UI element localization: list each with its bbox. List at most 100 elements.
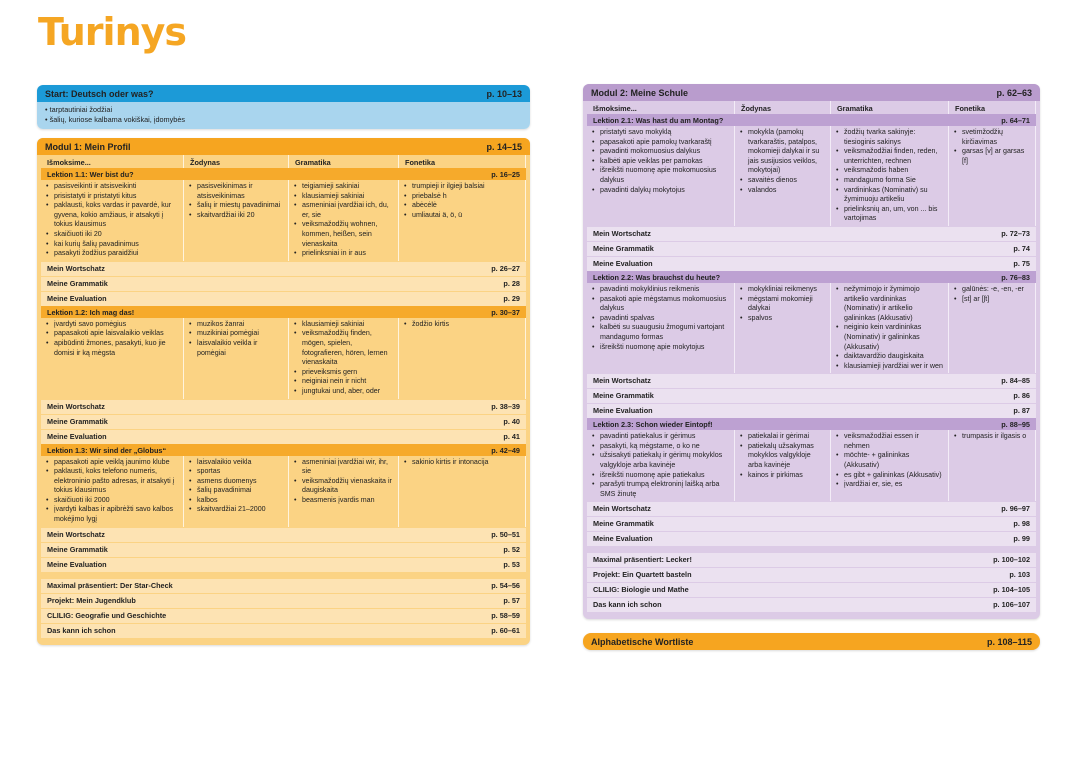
toc-row[interactable]: Das kann ich schon p. 60–61 [41, 623, 526, 638]
goals-list: pavadinti patiekalus ir gėrimuspasakyti,… [587, 430, 735, 502]
list-item: tarptautiniai žodžiai [45, 105, 522, 115]
toc-row[interactable]: Meine Evaluation p. 75 [587, 256, 1036, 271]
lesson-pages: p. 30–37 [491, 307, 520, 317]
row-label: Maximal präsentiert: Lecker! [593, 555, 692, 565]
toc-row[interactable]: Mein Wortschatz p. 26–27 [41, 261, 526, 276]
list-item: teigiamieji sakiniai [294, 182, 393, 192]
list-item: klausiamieji sakiniai [294, 320, 393, 330]
toc-row[interactable]: Meine Grammatik p. 86 [587, 389, 1036, 404]
list-item: prielinksniai in ir aus [294, 249, 393, 259]
list-item: parašyti trumpą elektroninį laišką arba … [592, 480, 729, 499]
list-item: pavadinti mokomuosius dalykus [592, 147, 729, 157]
row-pages: p. 75 [1013, 258, 1030, 268]
list-item: pasakyti žodžius paraidžiui [46, 249, 178, 259]
toc-row[interactable]: Meine Evaluation p. 41 [41, 429, 526, 444]
row-label: Maximal präsentiert: Der Star-Check [47, 580, 173, 590]
list-item: įvardžiai er, sie, es [836, 480, 943, 490]
lesson-pages: p. 42–49 [491, 445, 520, 455]
toc-row[interactable]: Mein Wortschatz p. 96–97 [587, 502, 1036, 517]
row-label: Meine Evaluation [47, 431, 107, 441]
list-item: šalių ir miestų pavadinimai [189, 201, 283, 211]
row-label: Das kann ich schon [593, 600, 662, 610]
list-item: išreikšti nuomonę apie mokomuosius dalyk… [592, 166, 729, 185]
toc-row[interactable]: Mein Wortschatz p. 38–39 [41, 399, 526, 414]
list-item: pasakoti apie mėgstamus mokomuosius daly… [592, 295, 729, 314]
lesson-pages: p. 16–25 [491, 170, 520, 179]
grammar-list: teigiamieji sakiniaiklausiamieji sakinia… [289, 180, 399, 261]
module-header[interactable]: Modul 2: Meine Schule p. 62–63 [583, 84, 1040, 101]
toc-row[interactable]: Das kann ich schon p. 106–107 [587, 598, 1036, 613]
row-pages: p. 84–85 [1001, 376, 1030, 386]
lesson-content: įvardyti savo pomėgiuspapasakoti apie la… [41, 317, 526, 399]
toc-row[interactable]: Meine Grammatik p. 28 [41, 276, 526, 291]
lesson-content: pristatyti savo mokykląpapasakoti apie p… [587, 126, 1036, 226]
lesson-header[interactable]: Lektion 2.2: Was brauchst du heute? p. 76… [587, 270, 1036, 283]
wordlist-pages: p. 108–115 [986, 637, 1032, 648]
toc-row[interactable]: Mein Wortschatz p. 50–51 [41, 527, 526, 542]
row-label: Meine Grammatik [47, 278, 108, 288]
toc-row[interactable]: Meine Evaluation p. 29 [41, 291, 526, 306]
toc-row[interactable]: Meine Evaluation p. 99 [587, 532, 1036, 547]
wordlist-header[interactable]: Alphabetische Wortliste p. 108–115 [583, 633, 1040, 650]
grammar-list: veiksmažodžiai essen ir nehmenmöchte- + … [831, 430, 949, 502]
vocabulary-list: mokykla (pamokų tvarkaraštis, patalpos, … [735, 126, 831, 226]
toc-row[interactable]: Projekt: Ein Quartett basteln p. 103 [587, 568, 1036, 583]
row-label: Meine Evaluation [593, 258, 653, 268]
list-item: pavadinti spalvas [592, 314, 729, 324]
toc-row[interactable]: Maximal präsentiert: Lecker! p. 100–102 [587, 553, 1036, 568]
lesson-title: Lektion 1.1: Wer bist du? [47, 170, 134, 179]
lesson-header[interactable]: Lektion 1.2: Ich mag das! p. 30–37 [41, 305, 526, 318]
list-item: svetimžodžių kirčiavimas [954, 128, 1030, 147]
row-label: Meine Grammatik [593, 519, 654, 529]
toc-row[interactable]: Meine Evaluation p. 53 [41, 557, 526, 572]
list-item: laisvalaikio veikla ir pomėgiai [189, 339, 283, 358]
list-item: klausiamieji sakiniai [294, 192, 393, 202]
start-pages: p. 10–13 [486, 89, 522, 99]
lesson-header[interactable]: Lektion 2.1: Was hast du am Montag? p. 64… [587, 114, 1036, 126]
list-item: skaitvardžiai iki 20 [189, 211, 283, 221]
grammar-list: nežymimojo ir žymimojo artikelio vardini… [831, 282, 949, 374]
list-item: spalvos [740, 314, 825, 324]
toc-row[interactable]: Meine Grammatik p. 74 [587, 241, 1036, 256]
toc-row[interactable]: Mein Wortschatz p. 84–85 [587, 374, 1036, 389]
list-item: veiksmažodžių vienaskaita ir daugiskaita [294, 477, 393, 496]
vocabulary-list: pasisveikinimas ir atsisveikinimasšalių … [184, 180, 289, 261]
row-pages: p. 52 [503, 544, 520, 554]
toc-row[interactable]: Meine Grammatik p. 98 [587, 517, 1036, 532]
list-item: pasakyti, ką mėgstame, o ko ne [592, 442, 729, 452]
row-label: Das kann ich schon [47, 625, 116, 635]
list-item: apibūdinti žmones, pasakyti, kuo jie dom… [46, 339, 178, 358]
toc-row[interactable]: CLILIG: Geografie und Geschichte p. 58–59 [41, 608, 526, 623]
column-header: Žodynas [735, 101, 831, 114]
list-item: mokykliniai reikmenys [740, 285, 825, 295]
list-item: veiksmažodžiai essen ir nehmen [836, 432, 943, 451]
column-header: Išmoksime... [41, 155, 184, 168]
lesson-header[interactable]: Lektion 1.3: Wir sind der „Globus“ p. 42–… [41, 443, 526, 456]
toc-row[interactable]: CLILIG: Biologie und Mathe p. 104–105 [587, 583, 1036, 598]
list-item: daiktavardžio daugiskaita [836, 352, 943, 362]
lesson-header[interactable]: Lektion 2.3: Schon wieder Eintopf! p. 88–… [587, 418, 1036, 431]
lesson-pages: p. 76–83 [1001, 272, 1030, 282]
start-section: Start: Deutsch oder was? p. 10–13 tarptau… [37, 85, 530, 129]
row-label: CLILIG: Geografie und Geschichte [47, 610, 167, 620]
row-label: Meine Grammatik [47, 544, 108, 554]
list-item: išreikšti nuomonę apie mokytojus [592, 343, 729, 353]
list-item: savaitės dienos [740, 176, 825, 186]
phonetics-list: svetimžodžių kirčiavimasgarsas [v] ar ga… [949, 126, 1036, 226]
module-header[interactable]: Modul 1: Mein Profil p. 14–15 [37, 138, 530, 155]
toc-row[interactable]: Meine Grammatik p. 52 [41, 542, 526, 557]
lesson-title: Lektion 1.2: Ich mag das! [47, 307, 135, 317]
list-item: asmens duomenys [189, 477, 283, 487]
row-label: Meine Evaluation [47, 559, 107, 569]
toc-row[interactable]: Maximal präsentiert: Der Star-Check p. 54… [41, 578, 526, 593]
phonetics-list: galūnės: -e, -en, -er[st] ar [ʃt] [949, 282, 1036, 374]
toc-row[interactable]: Projekt: Mein Jugendklub p. 57 [41, 593, 526, 608]
list-item: veiksmažodžių wohnen, kommen, heißen, se… [294, 220, 393, 249]
column-headers: Išmoksime... Žodynas Gramatika Fonetika [587, 101, 1036, 114]
toc-row[interactable]: Meine Grammatik p. 40 [41, 414, 526, 429]
toc-row[interactable]: Meine Evaluation p. 87 [587, 404, 1036, 419]
toc-row[interactable]: Mein Wortschatz p. 72–73 [587, 226, 1036, 241]
start-header[interactable]: Start: Deutsch oder was? p. 10–13 [37, 85, 530, 102]
lesson-header[interactable]: Lektion 1.1: Wer bist du? p. 16–25 [41, 168, 526, 180]
module-pages: p. 62–63 [996, 88, 1032, 98]
